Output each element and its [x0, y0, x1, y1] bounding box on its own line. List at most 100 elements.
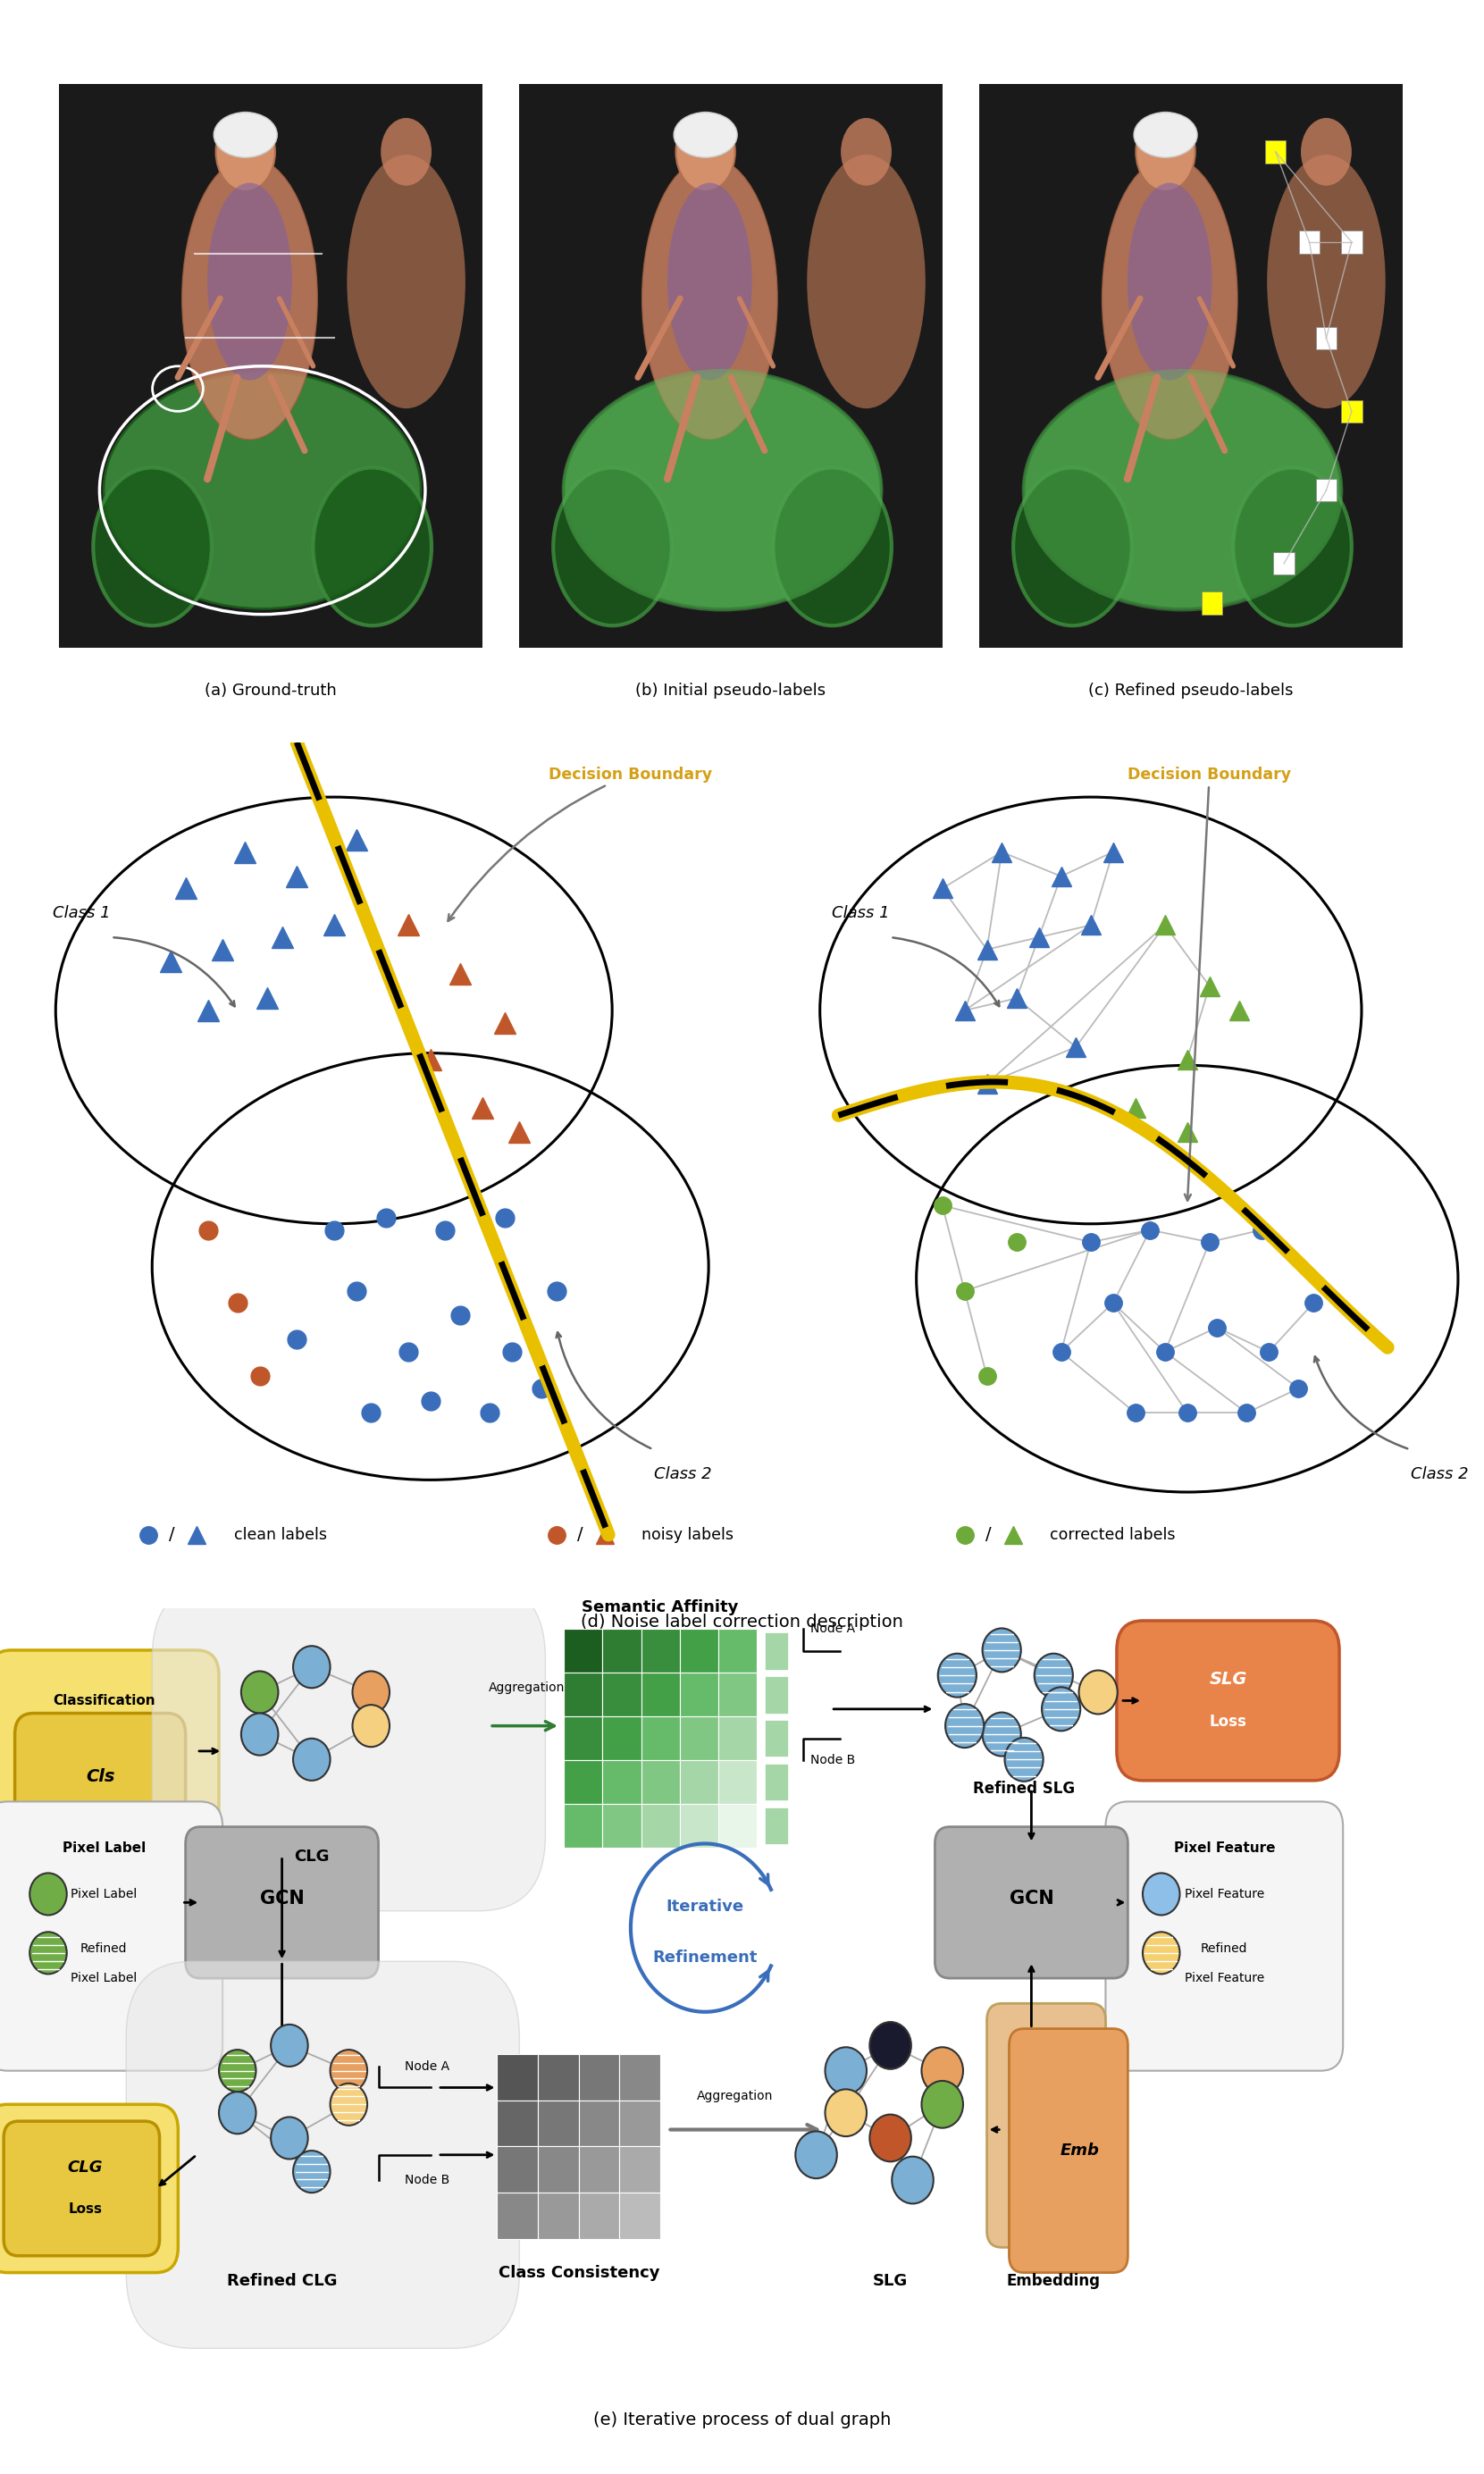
Text: (e) Iterative process of dual graph: (e) Iterative process of dual graph	[594, 2412, 890, 2429]
Text: (b) Initial pseudo-labels: (b) Initial pseudo-labels	[635, 683, 827, 700]
Text: Loss: Loss	[68, 2202, 102, 2217]
FancyBboxPatch shape	[1009, 2029, 1128, 2274]
Bar	[579, 2192, 620, 2239]
Text: Node B: Node B	[810, 1754, 855, 1766]
Ellipse shape	[643, 158, 778, 440]
Circle shape	[294, 2150, 331, 2192]
Bar	[1342, 230, 1362, 252]
Text: Pixel Label: Pixel Label	[71, 1972, 137, 1984]
Circle shape	[870, 2115, 911, 2162]
Bar	[641, 1672, 680, 1717]
Ellipse shape	[841, 119, 892, 186]
Text: /: /	[169, 1526, 175, 1544]
Ellipse shape	[1128, 183, 1212, 381]
Circle shape	[353, 1705, 389, 1747]
Text: Node A: Node A	[404, 2061, 450, 2073]
Text: corrected labels: corrected labels	[1051, 1526, 1175, 1544]
Circle shape	[294, 1739, 331, 1781]
Text: SLG: SLG	[1209, 1670, 1247, 1687]
Bar	[539, 2100, 579, 2147]
Text: clean labels: clean labels	[234, 1526, 326, 1544]
Bar	[680, 1672, 718, 1717]
Bar	[603, 1717, 641, 1761]
Text: Loss: Loss	[1209, 1714, 1247, 1729]
Circle shape	[938, 1653, 976, 1697]
Ellipse shape	[1135, 111, 1195, 190]
Text: Iterative: Iterative	[666, 1898, 743, 1915]
Bar	[603, 1628, 641, 1672]
Bar	[497, 2100, 539, 2147]
Bar	[564, 1761, 603, 1804]
Bar	[579, 2147, 620, 2192]
Text: Decision Boundary: Decision Boundary	[448, 767, 712, 920]
Bar	[603, 1804, 641, 1848]
Bar	[764, 1764, 788, 1801]
Text: Node B: Node B	[404, 2175, 450, 2187]
Bar	[539, 2053, 579, 2100]
Ellipse shape	[1014, 468, 1132, 626]
Text: /: /	[577, 1526, 583, 1544]
Circle shape	[825, 2088, 867, 2138]
Text: Classification: Classification	[52, 1695, 156, 1707]
Circle shape	[242, 1672, 279, 1712]
FancyBboxPatch shape	[1117, 1620, 1340, 1781]
Bar	[764, 1633, 788, 1670]
Text: Refined: Refined	[1201, 1942, 1248, 1954]
Text: Aggregation: Aggregation	[696, 2091, 773, 2103]
Ellipse shape	[564, 371, 881, 609]
Circle shape	[30, 1873, 67, 1915]
Ellipse shape	[773, 468, 892, 626]
Circle shape	[870, 2021, 911, 2068]
FancyBboxPatch shape	[153, 1583, 546, 1910]
Bar	[680, 1717, 718, 1761]
Bar	[620, 2192, 660, 2239]
Bar	[603, 1761, 641, 1804]
Circle shape	[272, 2118, 309, 2160]
Circle shape	[353, 1672, 389, 1712]
Text: Class Consistency: Class Consistency	[499, 2264, 659, 2281]
Bar	[718, 1761, 757, 1804]
Text: GCN: GCN	[1009, 1890, 1054, 1907]
Bar	[620, 2147, 660, 2192]
Circle shape	[1005, 1737, 1043, 1781]
Text: Refined CLG: Refined CLG	[227, 2274, 337, 2288]
Circle shape	[272, 2024, 309, 2066]
Text: Semantic Affinity: Semantic Affinity	[582, 1598, 739, 1616]
Bar	[680, 1761, 718, 1804]
Text: /: /	[985, 1526, 991, 1544]
FancyBboxPatch shape	[987, 2004, 1106, 2246]
Bar	[564, 1628, 603, 1672]
FancyBboxPatch shape	[15, 1712, 186, 1838]
Bar	[641, 1761, 680, 1804]
Circle shape	[1079, 1670, 1117, 1714]
Bar	[641, 1717, 680, 1761]
Bar	[579, 2100, 620, 2147]
Text: SLG: SLG	[873, 2274, 908, 2288]
Bar	[497, 2147, 539, 2192]
Bar	[1264, 141, 1287, 163]
Text: Class 2: Class 2	[1411, 1465, 1468, 1482]
Circle shape	[294, 1645, 331, 1687]
Circle shape	[220, 2048, 257, 2091]
FancyBboxPatch shape	[1106, 1801, 1343, 2071]
Circle shape	[982, 1628, 1021, 1672]
Bar	[1316, 327, 1337, 349]
Text: Pixel Feature: Pixel Feature	[1184, 1888, 1264, 1900]
Ellipse shape	[208, 183, 292, 381]
Circle shape	[892, 2157, 933, 2204]
Bar	[564, 1717, 603, 1761]
Bar	[539, 2192, 579, 2239]
Bar	[764, 1675, 788, 1712]
Ellipse shape	[668, 183, 752, 381]
Ellipse shape	[807, 153, 926, 408]
Circle shape	[825, 2046, 867, 2095]
Bar	[497, 2192, 539, 2239]
FancyBboxPatch shape	[126, 1962, 519, 2348]
FancyBboxPatch shape	[3, 2120, 160, 2256]
Bar	[603, 1672, 641, 1717]
Text: (a) Ground-truth: (a) Ground-truth	[205, 683, 337, 700]
Bar	[764, 1719, 788, 1757]
Bar	[564, 1804, 603, 1848]
Circle shape	[795, 2130, 837, 2180]
Circle shape	[1143, 1932, 1180, 1974]
